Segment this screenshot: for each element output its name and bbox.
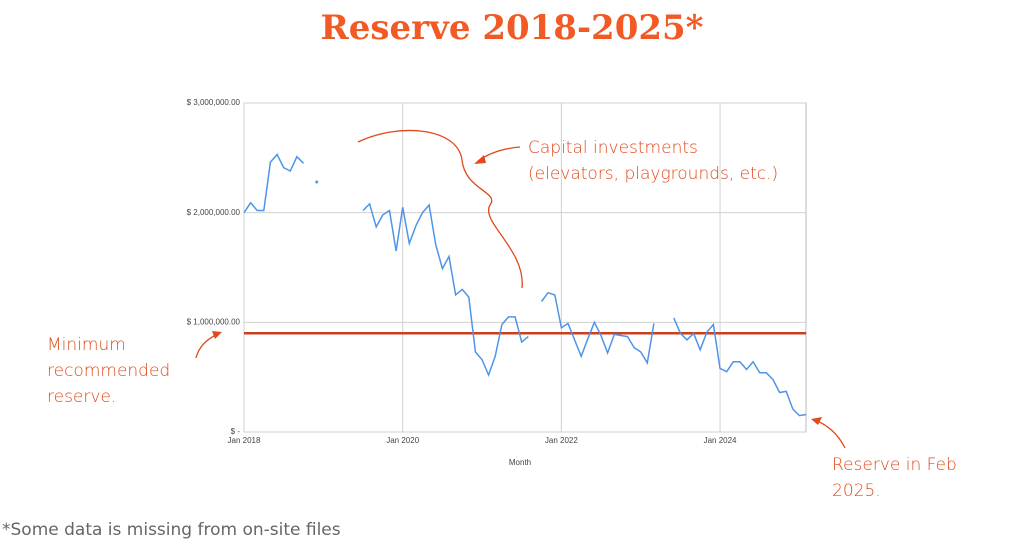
annotation: Capital investments: [528, 138, 698, 158]
x-tick-label: Jan 2020: [386, 436, 419, 445]
annotation: (elevators, playgrounds, etc.): [528, 164, 778, 184]
arrow-head: [474, 155, 486, 164]
annotation: recommended: [47, 361, 170, 381]
y-tick-label: $ 2,000,000.00: [187, 208, 241, 217]
x-tick-label: Jan 2022: [545, 436, 578, 445]
x-tick-label: Jan 2024: [704, 436, 737, 445]
bracket-curve: [357, 129, 523, 289]
line-series: [673, 317, 807, 417]
y-tick-label: $ -: [231, 427, 241, 436]
arrow-heads: [212, 155, 822, 425]
annotation: 2025.: [832, 481, 881, 501]
y-tick-label: $ 1,000,000.00: [187, 317, 241, 326]
arrow: [814, 419, 846, 449]
chart-title: Reserve 2018-2025*: [321, 8, 704, 48]
arrow-head: [811, 417, 822, 425]
annotation: Minimum: [47, 335, 126, 355]
line-point: [315, 180, 319, 184]
x-tick-label: Jan 2018: [228, 436, 261, 445]
line-series: [540, 291, 655, 366]
line-series: [362, 202, 529, 378]
annotation: Reserve in Feb: [832, 455, 957, 475]
y-tick-label: $ 3,000,000.00: [187, 98, 241, 107]
plot-frame: [243, 102, 807, 433]
arrow-head: [212, 331, 222, 339]
line-series: [243, 153, 305, 214]
annotation: reserve.: [47, 387, 116, 407]
x-axis-label: Month: [509, 458, 531, 467]
footnote: *Some data is missing from on-site files: [2, 520, 341, 540]
